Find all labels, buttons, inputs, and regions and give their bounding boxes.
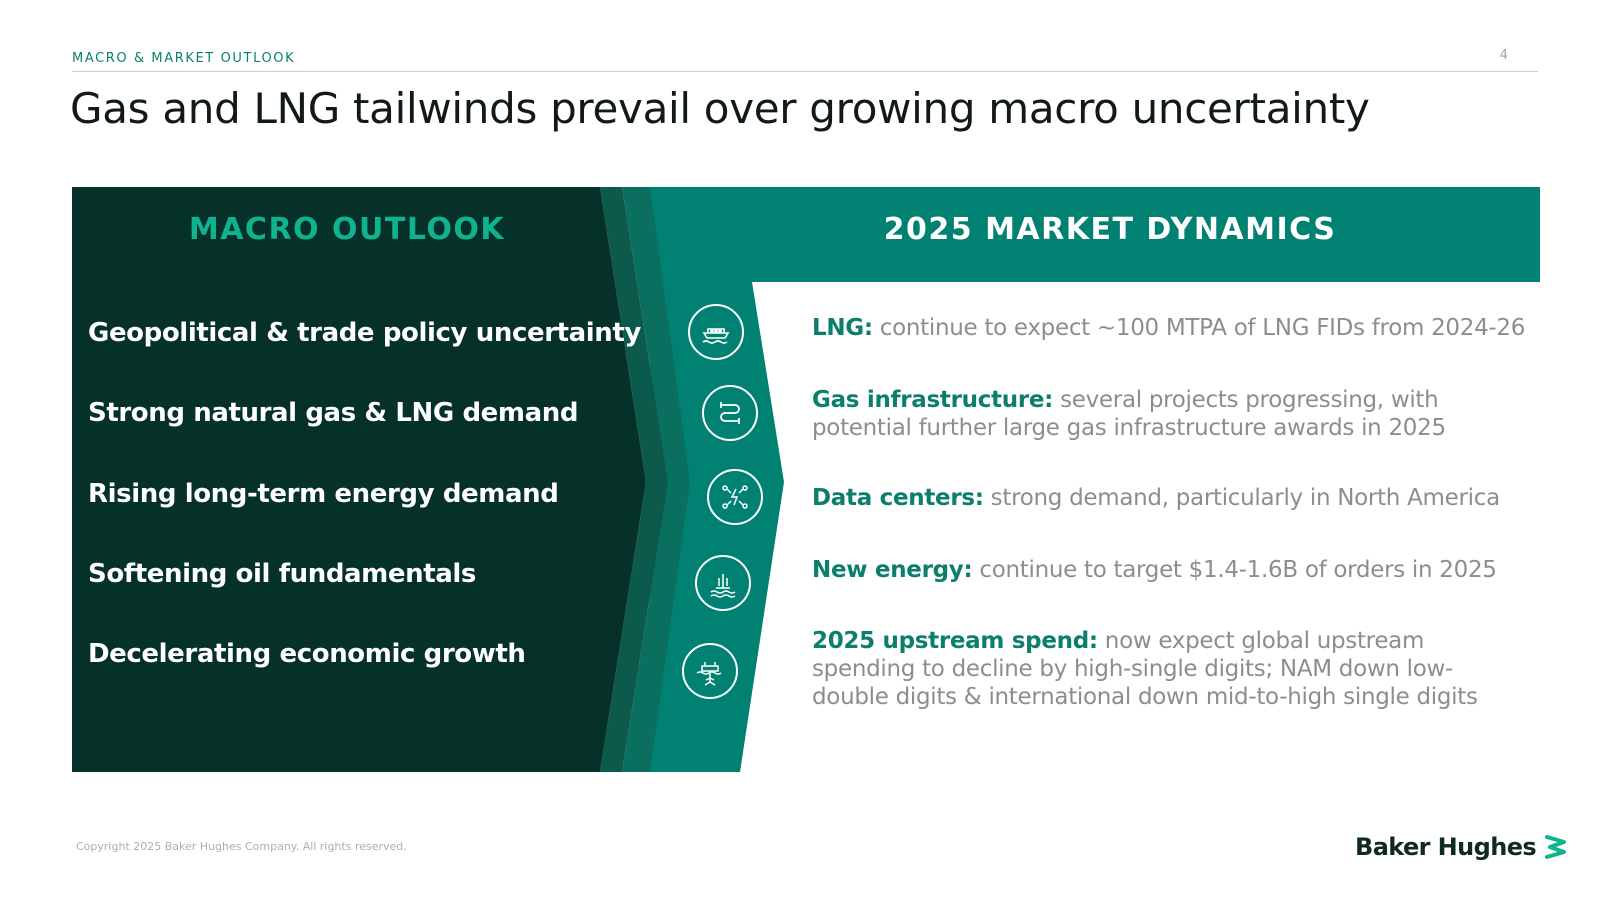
logo-mark-icon (1545, 835, 1567, 859)
header-rule (72, 71, 1538, 72)
pipeline-icon (702, 385, 758, 441)
dynamics-label: Data centers: (812, 485, 984, 511)
page-title: Gas and LNG tailwinds prevail over growi… (70, 84, 1370, 133)
dynamics-label: New energy: (812, 557, 973, 583)
macro-item: Geopolitical & trade policy uncertainty (88, 318, 641, 348)
macro-panel (72, 187, 646, 772)
dynamics-item-data-centers: Data centers: strong demand, particularl… (812, 484, 1532, 512)
dynamics-label: Gas infrastructure: (812, 387, 1054, 413)
dynamics-label: 2025 upstream spend: (812, 628, 1098, 654)
macro-outlook-heading: MACRO OUTLOOK (188, 212, 506, 247)
dynamics-text: strong demand, particularly in North Ame… (983, 485, 1501, 511)
macro-item: Softening oil fundamentals (88, 559, 476, 589)
data-center-power-icon (707, 469, 763, 525)
copyright-notice: Copyright 2025 Baker Hughes Company. All… (76, 840, 407, 853)
logo-text: Baker Hughes (1355, 833, 1537, 861)
page-number: 4 (1499, 48, 1508, 63)
macro-item: Strong natural gas & LNG demand (88, 398, 579, 428)
dynamics-item-gas-infrastructure: Gas infrastructure: several projects pro… (812, 386, 1492, 442)
offshore-rig-icon (682, 643, 738, 699)
dynamics-text: continue to expect ~100 MTPA of LNG FIDs… (872, 315, 1526, 341)
dynamics-text: now expect global upstream spending to d… (812, 628, 1478, 710)
market-dynamics-heading: 2025 MARKET DYNAMICS (883, 212, 1337, 247)
dynamics-label: LNG: (812, 315, 873, 341)
dynamics-text: continue to target $1.4-1.6B of orders i… (972, 557, 1497, 583)
mid-chevron-layer (622, 187, 690, 772)
dynamics-text: several projects progressing, with poten… (812, 387, 1446, 441)
dynamics-item-new-energy: New energy: continue to target $1.4-1.6B… (812, 556, 1532, 584)
geothermal-icon (695, 555, 751, 611)
macro-item: Rising long-term energy demand (88, 479, 559, 509)
inner-chevron-layer (600, 187, 668, 772)
section-eyebrow: MACRO & MARKET OUTLOOK (72, 51, 296, 66)
market-header-band (650, 187, 1540, 282)
dynamics-item-upstream-spend: 2025 upstream spend: now expect global u… (812, 627, 1527, 711)
company-logo: Baker Hughes (1355, 832, 1572, 862)
macro-item: Decelerating economic growth (88, 639, 526, 669)
lng-ship-icon (688, 304, 744, 360)
dynamics-item-lng: LNG: continue to expect ~100 MTPA of LNG… (812, 314, 1532, 342)
